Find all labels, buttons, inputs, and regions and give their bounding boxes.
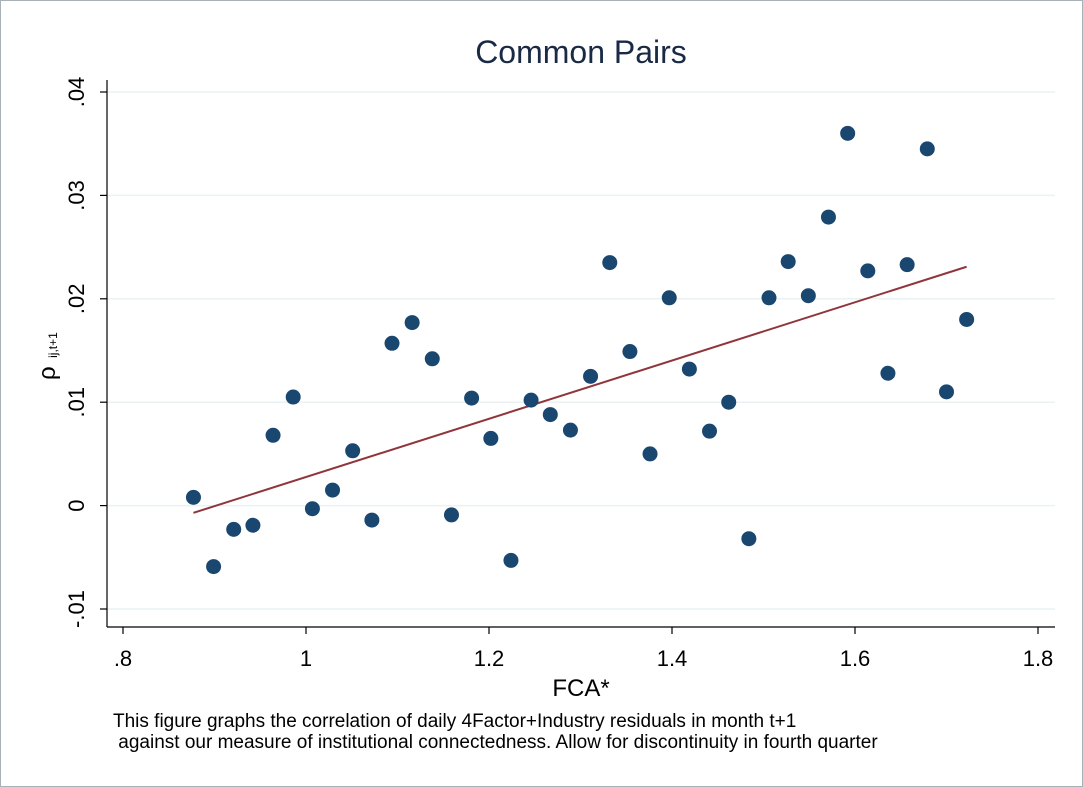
y-ticks: -.01 0 .01 .02 .03 .04 — [64, 77, 107, 628]
data-point — [721, 394, 737, 410]
x-tick-label: 1 — [300, 646, 312, 671]
data-point — [899, 257, 915, 273]
data-point — [345, 443, 361, 459]
y-axis-title-subscript: ij,t+1 — [46, 332, 60, 358]
data-point — [206, 559, 222, 575]
y-axis-title: ρ ij,t+1 — [34, 332, 61, 380]
data-point — [325, 482, 341, 498]
x-ticks: .8 1 1.2 1.4 1.6 1.8 — [114, 627, 1053, 671]
data-point — [681, 361, 697, 377]
y-tick-label: .04 — [64, 77, 89, 108]
data-point — [780, 254, 796, 270]
fit-line-layer — [193, 265, 967, 514]
data-point — [503, 552, 519, 568]
data-point — [880, 365, 896, 381]
x-tick-label: 1.4 — [657, 646, 688, 671]
data-point — [542, 407, 558, 423]
scatter-points — [185, 125, 975, 575]
x-tick-label: .8 — [114, 646, 132, 671]
y-tick-label: .02 — [64, 284, 89, 315]
data-point — [860, 263, 876, 279]
data-point — [800, 288, 816, 304]
data-point — [661, 290, 677, 306]
x-tick-label: 1.6 — [840, 646, 871, 671]
figure-note: This figure graphs the correlation of da… — [113, 711, 878, 753]
data-point — [919, 141, 935, 157]
figure-note-line-2: against our measure of institutional con… — [113, 732, 878, 753]
data-point — [602, 255, 618, 271]
data-point — [424, 351, 440, 367]
data-point — [562, 422, 578, 438]
y-tick-label: .03 — [64, 180, 89, 211]
x-tick-label: 1.2 — [474, 646, 505, 671]
data-point — [939, 384, 954, 400]
data-point — [185, 489, 201, 505]
data-point — [741, 531, 757, 547]
data-point — [384, 335, 400, 351]
data-point — [245, 517, 261, 533]
data-point — [583, 368, 599, 384]
data-point — [483, 430, 499, 446]
data-point — [642, 446, 658, 462]
y-tick-label: .01 — [64, 387, 89, 418]
data-point — [523, 392, 539, 408]
data-point — [702, 423, 718, 439]
data-point — [404, 315, 420, 331]
data-point — [285, 389, 301, 405]
data-point — [265, 427, 281, 443]
data-point — [304, 501, 320, 517]
data-point — [622, 344, 638, 360]
y-tick-label: -.01 — [64, 590, 89, 628]
data-point — [364, 512, 380, 528]
data-point — [226, 521, 242, 537]
data-point — [464, 390, 480, 406]
grid-lines — [107, 91, 1055, 610]
y-tick-label: 0 — [64, 499, 89, 511]
data-point — [820, 209, 836, 225]
data-point — [443, 507, 459, 523]
data-point — [959, 311, 975, 327]
data-point — [840, 125, 856, 141]
chart-title: Common Pairs — [475, 34, 687, 70]
y-axis-title-symbol: ρ — [34, 366, 61, 380]
x-axis-title: FCA* — [552, 675, 609, 702]
plot-region — [107, 80, 1055, 627]
fit-line — [193, 265, 967, 514]
x-tick-label: 1.8 — [1023, 646, 1054, 671]
figure-note-line-1: This figure graphs the correlation of da… — [113, 711, 797, 732]
data-point — [761, 290, 777, 306]
